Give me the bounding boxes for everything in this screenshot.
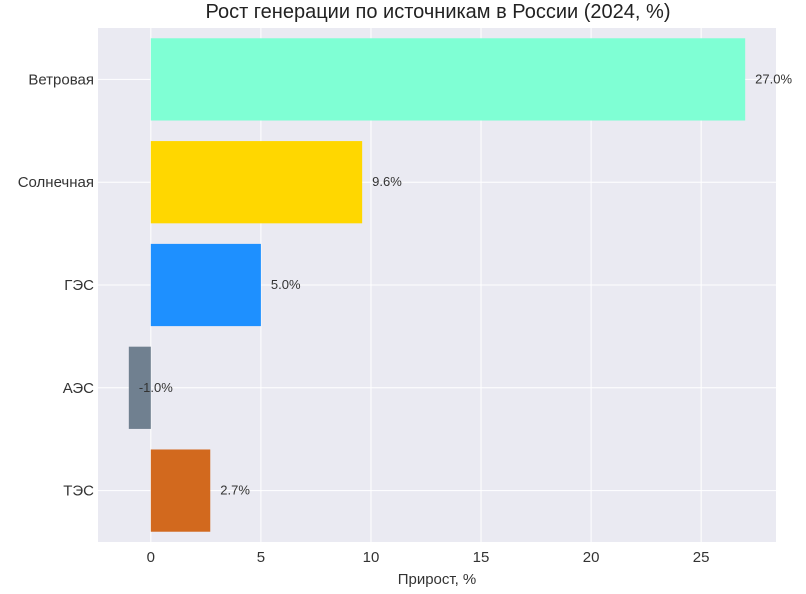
x-tick-label: 0 — [147, 549, 155, 566]
value-labels: 27.0% 9.6% 5.0% -1.0% 2.7% — [139, 71, 793, 497]
value-label: 5.0% — [271, 277, 301, 292]
value-label: -1.0% — [139, 380, 173, 395]
y-tick-label: АЭС — [63, 380, 94, 397]
bar — [150, 449, 211, 532]
y-tick-label: ТЭС — [63, 483, 94, 500]
bars — [128, 38, 746, 532]
x-tick-label: 20 — [583, 549, 600, 566]
value-label: 27.0% — [755, 71, 792, 86]
x-tick-label: 25 — [693, 549, 710, 566]
x-tick-label: 10 — [363, 549, 380, 566]
value-label: 9.6% — [372, 174, 402, 189]
y-tick-labels: Ветровая Солнечная ГЭС АЭС ТЭС — [18, 71, 94, 499]
bar — [150, 243, 261, 327]
y-tick-label: Ветровая — [28, 71, 94, 88]
x-tick-label: 5 — [257, 549, 265, 566]
y-tick-label: ГЭС — [64, 277, 94, 294]
chart-title: Рост генерации по источникам в России (2… — [205, 1, 671, 23]
bar — [150, 141, 363, 224]
x-axis-label: Прирост, % — [398, 571, 477, 588]
bar — [150, 38, 746, 121]
value-label: 2.7% — [220, 483, 250, 498]
y-tick-label: Солнечная — [18, 174, 94, 191]
x-tick-labels: 0 5 10 15 20 25 — [147, 549, 710, 566]
bar — [128, 346, 151, 429]
x-tick-label: 15 — [473, 549, 490, 566]
